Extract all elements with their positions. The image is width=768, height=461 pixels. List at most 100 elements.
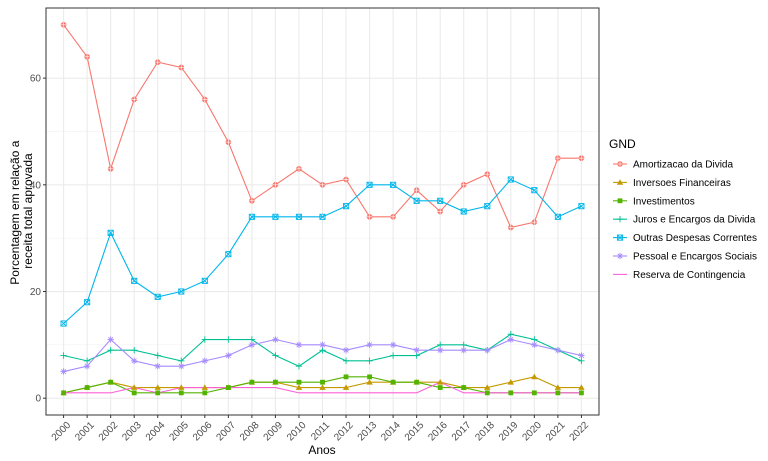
data-point-investimentos (84, 385, 90, 390)
x-tick-label: 2011 (309, 420, 332, 443)
x-tick-label: 2006 (191, 420, 215, 444)
x-tick-label: 2003 (120, 420, 144, 444)
data-point-outras-despesas-correntes (460, 208, 467, 215)
data-point-amortizacao-da-divida (460, 181, 467, 188)
data-point-amortizacao-da-divida (319, 181, 326, 188)
data-point-juros-e-encargos-da-divida (178, 357, 185, 365)
data-point-amortizacao-da-divida (296, 165, 302, 172)
data-point-pessoal-e-encargos-sociais (366, 341, 373, 349)
data-point-outras-despesas-correntes (60, 320, 67, 327)
data-point-investimentos (296, 379, 302, 385)
x-tick-label: 2021 (544, 420, 568, 444)
data-point-outras-despesas-correntes (295, 213, 303, 220)
data-point-juros-e-encargos-da-divida (436, 341, 444, 349)
data-point-pessoal-e-encargos-sociais (154, 362, 161, 370)
data-point-investimentos (555, 390, 561, 396)
legend-label: Juros e Encargos da Divida (633, 215, 756, 226)
data-point-amortizacao-da-divida (201, 96, 208, 103)
data-point-amortizacao-da-divida (249, 197, 255, 204)
legend-item-pessoal-e-encargos-sociais: Pessoal e Encargos Sociais (613, 252, 757, 263)
data-point-outras-despesas-correntes (554, 213, 561, 220)
data-point-inversoes-financeiras (366, 378, 373, 385)
data-point-juros-e-encargos-da-divida (295, 362, 303, 370)
data-point-outras-despesas-correntes (413, 197, 420, 204)
data-point-juros-e-encargos-da-divida (507, 330, 515, 338)
y-tick-label: 40 (30, 180, 42, 191)
data-point-pessoal-e-encargos-sociais (531, 341, 538, 349)
x-tick-label: 2007 (214, 420, 238, 444)
data-point-juros-e-encargos-da-divida (342, 357, 350, 365)
data-point-outras-despesas-correntes (484, 203, 491, 210)
y-tick-label: 20 (30, 287, 42, 298)
data-point-juros-e-encargos-da-divida (460, 341, 467, 349)
data-point-pessoal-e-encargos-sociais (178, 362, 185, 370)
y-axis-title-line-2: receita total aprovada (21, 153, 35, 269)
data-point-amortizacao-da-divida (437, 208, 444, 215)
x-tick-label: 2015 (403, 420, 427, 444)
data-point-amortizacao-da-divida (343, 176, 349, 183)
x-tick-label: 2013 (356, 420, 380, 444)
x-tick-label: 2004 (144, 420, 168, 444)
data-point-pessoal-e-encargos-sociais (295, 341, 303, 349)
legend-item-amortizacao-da-divida: Amortizacao da Divida (613, 160, 733, 171)
data-point-amortizacao-da-divida (131, 96, 138, 103)
data-point-outras-despesas-correntes (507, 176, 514, 183)
data-point-investimentos (579, 390, 584, 396)
y-axis: 0 20 40 60 (30, 74, 46, 405)
data-point-investimentos (367, 374, 372, 380)
data-point-investimentos (414, 379, 420, 385)
data-point-juros-e-encargos-da-divida (413, 352, 420, 359)
data-point-investimentos (202, 390, 208, 396)
y-tick-label: 60 (30, 74, 42, 85)
data-point-pessoal-e-encargos-sociais (342, 346, 350, 354)
x-tick-label: 2010 (285, 420, 309, 444)
data-point-pessoal-e-encargos-sociais (413, 346, 420, 354)
data-point-pessoal-e-encargos-sociais (554, 346, 562, 354)
data-point-juros-e-encargos-da-divida (201, 336, 209, 343)
x-tick-label: 2019 (497, 420, 521, 444)
data-point-pessoal-e-encargos-sociais (225, 352, 232, 359)
data-point-investimentos (343, 374, 349, 380)
data-point-inversoes-financeiras (130, 384, 138, 390)
legend-key-marker (616, 216, 624, 223)
data-point-juros-e-encargos-da-divida (319, 346, 326, 354)
data-point-investimentos (508, 390, 514, 396)
y-axis-title: Porcentagem em relação a receita total a… (8, 137, 35, 284)
data-point-investimentos (484, 390, 490, 396)
data-point-investimentos (131, 390, 137, 396)
data-point-pessoal-e-encargos-sociais (507, 336, 515, 343)
data-point-amortizacao-da-divida (507, 224, 514, 231)
legend-item-reserva-de-contingencia: Reserva de Contingencia (613, 270, 746, 281)
data-point-outras-despesas-correntes (178, 288, 185, 295)
data-point-outras-despesas-correntes (154, 293, 161, 300)
data-point-pessoal-e-encargos-sociais (107, 336, 114, 343)
data-point-investimentos (390, 379, 396, 385)
legend-label: Investimentos (633, 196, 695, 207)
data-point-pessoal-e-encargos-sociais (578, 352, 585, 359)
x-tick-label: 2022 (568, 420, 592, 444)
data-point-pessoal-e-encargos-sociais (484, 346, 491, 354)
data-point-pessoal-e-encargos-sociais (272, 336, 279, 343)
data-point-inversoes-financeiras (201, 384, 209, 390)
x-tick-label: 2012 (332, 420, 356, 444)
data-point-amortizacao-da-divida (60, 21, 67, 28)
x-tick-label: 2001 (73, 420, 97, 444)
x-tick-label: 2014 (379, 420, 403, 444)
legend: GND Amortizacao da Divida Inversoes Finan… (609, 137, 757, 281)
data-point-juros-e-encargos-da-divida (225, 336, 232, 343)
y-axis-title-line-1: Porcentagem em relação a (8, 140, 22, 284)
series-line-reserva-de-contingencia (63, 381, 582, 394)
data-point-pessoal-e-encargos-sociais (460, 346, 467, 354)
data-point-amortizacao-da-divida (107, 165, 114, 172)
x-tick-label: 2000 (50, 420, 74, 444)
data-point-pessoal-e-encargos-sociais (83, 362, 91, 370)
data-point-juros-e-encargos-da-divida (154, 352, 161, 359)
data-point-outras-despesas-correntes (531, 187, 538, 194)
data-point-amortizacao-da-divida (366, 213, 373, 220)
data-point-inversoes-financeiras (507, 378, 515, 385)
x-tick-label: 2009 (262, 420, 286, 444)
data-point-juros-e-encargos-da-divida (578, 357, 585, 365)
legend-label: Amortizacao da Divida (633, 160, 733, 171)
x-tick-label: 2020 (520, 420, 544, 444)
